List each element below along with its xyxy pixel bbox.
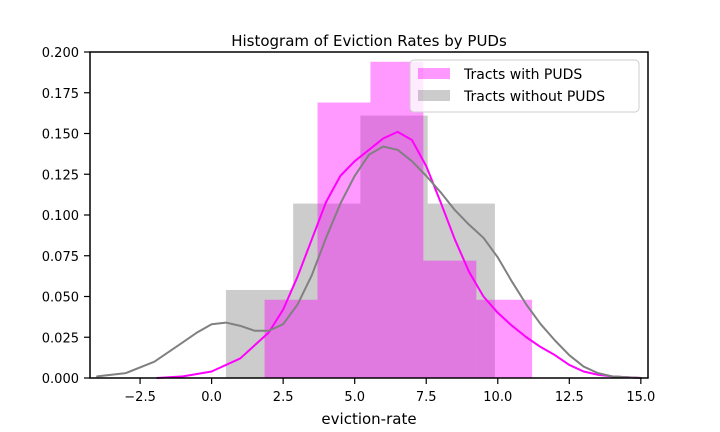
legend-label-series0: Tracts with PUDS [463,67,582,83]
legend-swatch-series0 [418,68,450,79]
legend-box [409,59,640,113]
axes-layer: −2.5 0.0 2.5 5.0 7.5 10.0 12.5 15.0 0.000 0.025 0.… [42,46,656,405]
x-tick-label: 5.0 [344,390,365,405]
y-tick-label: 0.175 [42,87,79,102]
bar-series1-bin3 [427,203,495,378]
bar-series1-bin0 [225,289,294,378]
bar-series1-bin2 [360,115,428,378]
legend: Tracts with PUDS Tracts without PUDS [409,59,640,113]
x-tick-label: 15.0 [626,390,655,405]
x-tick-label: −2.5 [124,390,156,405]
y-tick-label: 0.000 [42,372,79,387]
y-tick-label: 0.100 [42,209,79,224]
bar-series0-bin4 [476,299,533,378]
chart-title: Histogram of Eviction Rates by PUDs [231,32,507,50]
y-tick-label: 0.125 [42,168,79,183]
x-tick-label: 12.5 [555,390,584,405]
y-tick-label: 0.050 [42,291,79,306]
x-tick-label: 2.5 [273,390,294,405]
bar-series0-bin3 [423,260,477,378]
y-tick-label: 0.025 [42,331,79,346]
kde-line-series1 [96,145,642,379]
y-tick-label: 0.075 [42,250,79,265]
x-tick-label: 10.0 [483,390,512,405]
kde-layer [96,130,642,379]
y-tick-label: 0.200 [42,46,79,61]
x-tick-label: 7.5 [416,390,437,405]
y-tick-label: 0.150 [42,128,79,143]
bar-series0-bin1 [317,102,371,378]
legend-swatch-series1 [418,90,450,101]
bars-layer [225,61,533,378]
kde-line-series0 [156,130,642,379]
x-axis-label: eviction-rate [321,410,416,428]
bar-series0-bin0 [264,299,318,378]
legend-label-series1: Tracts without PUDS [463,89,605,105]
x-tick-label: 0.0 [201,390,222,405]
bar-series0-bin2 [370,61,424,378]
